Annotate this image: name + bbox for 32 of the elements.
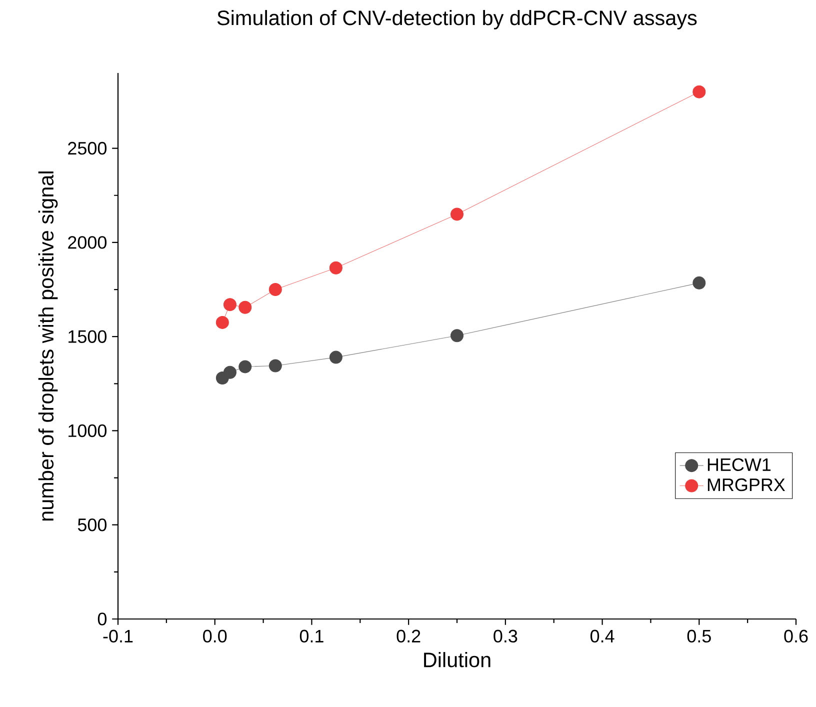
x-tick-label: 0.3	[494, 630, 518, 643]
x-tick-label: 0.1	[300, 630, 324, 643]
point	[268, 283, 282, 296]
y-tick-label: 0	[98, 612, 107, 626]
point	[238, 300, 252, 314]
point	[692, 276, 706, 290]
point	[223, 366, 236, 379]
x-axis-title: Dilution	[424, 652, 490, 668]
point	[329, 261, 342, 274]
x-tick-label: -0.1	[103, 630, 133, 643]
y-tick-label: 2000	[68, 236, 107, 249]
point	[692, 85, 706, 98]
point	[238, 360, 252, 374]
point	[329, 350, 342, 364]
point	[450, 329, 464, 342]
legend-label: HECW1	[708, 458, 771, 471]
point	[450, 208, 464, 221]
y-tick-label: 1000	[68, 424, 107, 438]
point	[223, 298, 236, 312]
x-tick-label: 0.2	[396, 630, 420, 643]
chart-title: Simulation of CNV-detection by ddPCR-CNV assays	[217, 10, 697, 30]
legend-label: MRGPRX	[708, 478, 786, 492]
x-tick-label: 0.5	[687, 630, 711, 643]
x-tick-label: 0.6	[784, 630, 808, 643]
y-axis-title: number of droplets with positive signal	[38, 172, 58, 521]
point	[216, 316, 229, 329]
x-tick-label: 0.4	[590, 630, 614, 643]
point	[268, 359, 282, 372]
x-tick-label: 0.0	[203, 630, 227, 643]
y-tick-label: 2500	[68, 142, 107, 155]
y-tick-label: 500	[78, 518, 107, 532]
y-tick-label: 1500	[68, 330, 107, 343]
